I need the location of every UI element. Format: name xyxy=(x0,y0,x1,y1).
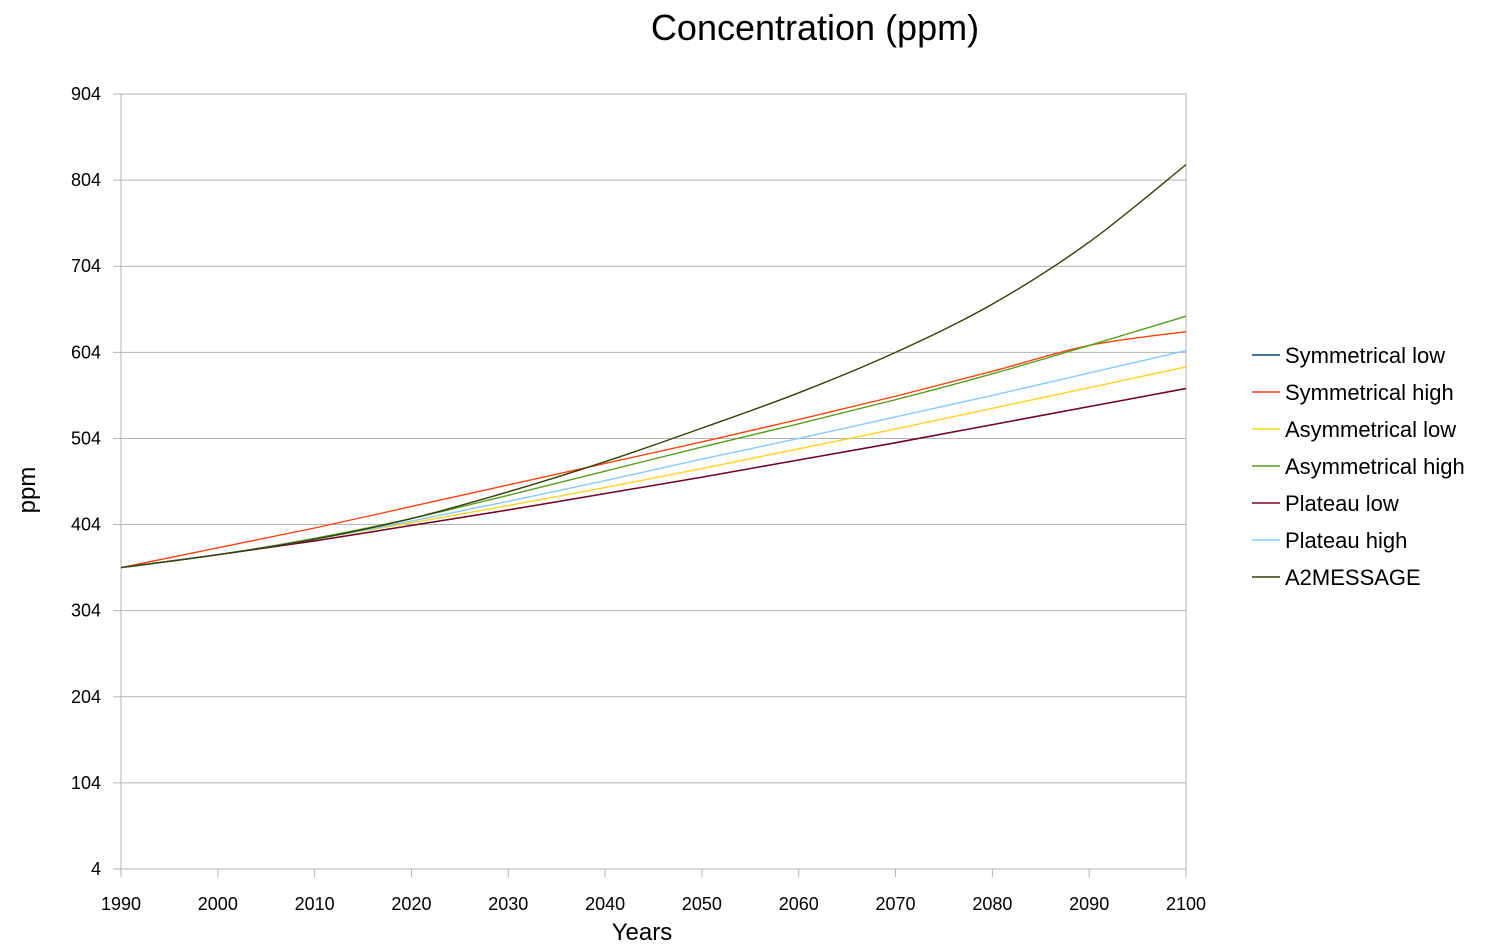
x-tick-label: 2060 xyxy=(779,894,819,914)
chart-title: Concentration (ppm) xyxy=(651,7,979,48)
series-line-plateau-low xyxy=(120,387,1187,569)
y-axis: 4 104 204 304 404 504 604 704 804 904 xyxy=(71,84,121,879)
y-tick-label: 404 xyxy=(71,515,101,535)
series-lines xyxy=(120,164,1187,569)
y-tick-label: 904 xyxy=(71,84,101,104)
series-line-asymmetrical-high xyxy=(120,315,1187,569)
y-tick-label: 704 xyxy=(71,256,101,276)
y-tick-label: 504 xyxy=(71,428,101,448)
series-line-a2message xyxy=(120,164,1187,569)
legend-label-asymmetrical-high: Asymmetrical high xyxy=(1285,454,1465,479)
y-tick-label: 4 xyxy=(91,859,101,879)
x-tick-label: 2040 xyxy=(585,894,625,914)
legend-label-symmetrical-low: Symmetrical low xyxy=(1285,343,1445,368)
plot-frame xyxy=(120,93,1187,870)
y-tick-label: 304 xyxy=(71,601,101,621)
x-tick-label: 2030 xyxy=(488,894,528,914)
x-tick-label: 2090 xyxy=(1069,894,1109,914)
y-tick-label: 804 xyxy=(71,170,101,190)
y-tick-label: 604 xyxy=(71,342,101,362)
x-tick-label: 2100 xyxy=(1166,894,1206,914)
x-tick-label: 2020 xyxy=(391,894,431,914)
legend-label-asymmetrical-low: Asymmetrical low xyxy=(1285,417,1456,442)
legend-label-plateau-high: Plateau high xyxy=(1285,528,1407,553)
y-axis-title: ppm xyxy=(14,467,41,514)
x-axis-title: Years xyxy=(612,919,673,946)
legend-label-a2message: A2MESSAGE xyxy=(1285,565,1421,590)
x-axis: 1990 2000 2010 2020 2030 2040 2050 2060 2070 2080… xyxy=(101,869,1206,914)
series-line-asymmetrical-low xyxy=(120,366,1187,569)
y-tick-label: 204 xyxy=(71,687,101,707)
x-tick-label: 2050 xyxy=(682,894,722,914)
legend-label-plateau-low: Plateau low xyxy=(1285,491,1399,516)
series-line-symmetrical-high xyxy=(120,330,1187,569)
x-tick-label: 2000 xyxy=(198,894,238,914)
grid xyxy=(121,93,1186,870)
x-tick-label: 1990 xyxy=(101,894,141,914)
legend: Symmetrical low Symmetrical high Asymmetri… xyxy=(1252,343,1465,590)
plot-area xyxy=(120,93,1187,870)
y-tick-label: 104 xyxy=(71,773,101,793)
x-tick-label: 2070 xyxy=(876,894,916,914)
x-tick-label: 2010 xyxy=(295,894,335,914)
x-tick-label: 2080 xyxy=(972,894,1012,914)
legend-label-symmetrical-high: Symmetrical high xyxy=(1285,380,1454,405)
